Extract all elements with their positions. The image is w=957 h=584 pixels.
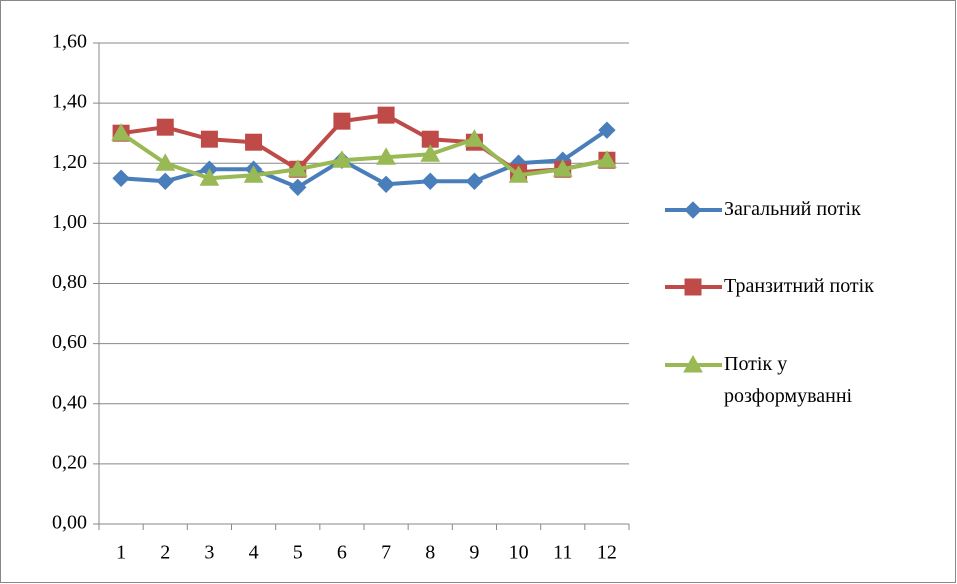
y-tick-label: 1,60 <box>52 31 87 53</box>
y-tick-label: 0,40 <box>52 391 87 413</box>
y-tick-label: 1,40 <box>52 91 87 113</box>
legend-label: Потік у розформуванні <box>724 353 853 407</box>
marker <box>156 172 174 190</box>
marker <box>420 144 441 162</box>
y-tick-label: 0,80 <box>52 271 87 293</box>
marker <box>112 169 130 187</box>
marker <box>156 118 174 136</box>
marker <box>376 147 396 165</box>
marker <box>245 133 263 151</box>
marker <box>377 175 395 194</box>
y-tick-label: 0,00 <box>52 512 87 534</box>
marker <box>552 159 573 177</box>
x-tick-label: 9 <box>469 542 479 564</box>
x-tick-label: 7 <box>381 542 391 564</box>
x-tick-label: 8 <box>425 542 435 564</box>
marker <box>421 172 439 190</box>
marker <box>111 123 131 141</box>
marker <box>464 129 485 147</box>
marker <box>333 112 351 130</box>
legend-label: Транзитний потік <box>724 275 874 297</box>
x-tick-label: 6 <box>337 542 347 564</box>
x-tick-label: 5 <box>293 542 303 564</box>
marker <box>598 121 616 139</box>
x-tick-label: 1 <box>116 542 126 564</box>
marker <box>332 150 352 168</box>
marker <box>597 150 617 168</box>
marker <box>287 159 308 177</box>
marker <box>199 168 220 186</box>
marker <box>684 201 702 219</box>
series-line <box>119 131 608 181</box>
marker <box>243 165 264 183</box>
marker <box>684 278 702 296</box>
marker <box>289 178 307 197</box>
x-tick-label: 2 <box>160 542 170 564</box>
y-tick-label: 1,20 <box>52 151 87 173</box>
marker <box>155 153 176 171</box>
marker <box>377 106 395 124</box>
marker <box>200 130 218 148</box>
x-tick-label: 11 <box>553 542 572 564</box>
legend-label: Загальний потік <box>724 198 861 220</box>
marker <box>683 354 703 373</box>
y-tick-label: 0,60 <box>52 331 87 353</box>
x-tick-label: 3 <box>204 542 214 564</box>
y-tick-label: 0,20 <box>52 451 87 473</box>
marker <box>465 172 484 190</box>
y-tick-label: 1,00 <box>52 211 87 233</box>
marker <box>508 165 529 183</box>
x-tick-label: 4 <box>249 542 259 564</box>
x-tick-label: 10 <box>509 542 529 564</box>
x-tick-label: 12 <box>597 542 617 564</box>
